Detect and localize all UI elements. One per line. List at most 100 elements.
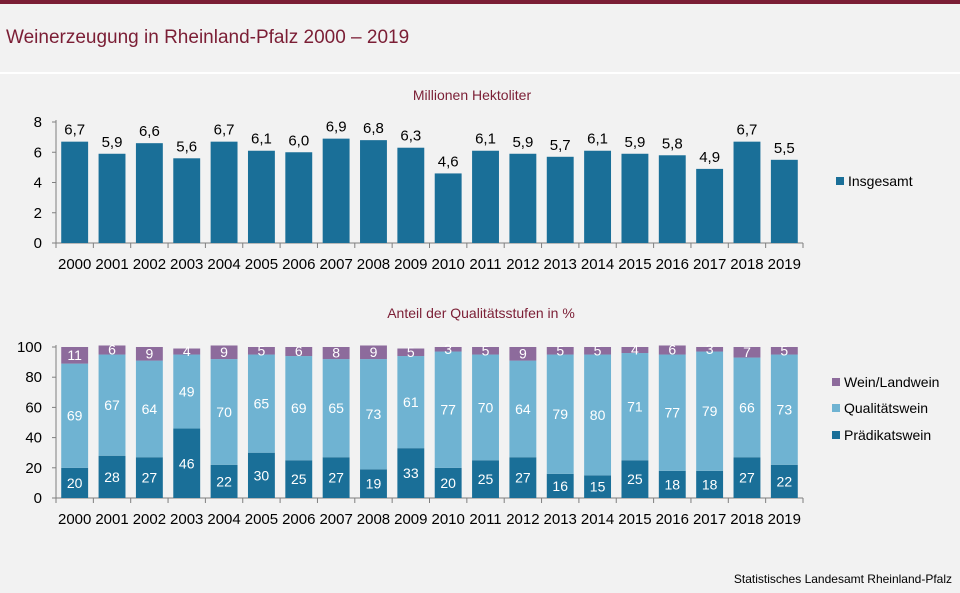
segment-praedikatswein xyxy=(770,464,798,498)
segment-praedikatswein xyxy=(210,464,238,498)
x-tick-label: 2016 xyxy=(656,256,689,273)
segment-value-praedikatswein: 20 xyxy=(440,475,456,491)
segment-wein-landwein xyxy=(584,347,612,355)
segment-qualitaetswein xyxy=(770,354,798,465)
segment-qualitaetswein xyxy=(98,354,126,456)
x-tick-label: 2009 xyxy=(394,256,427,273)
segment-wein-landwein xyxy=(509,347,537,361)
x-tick-label: 2008 xyxy=(357,511,390,528)
segment-wein-landwein xyxy=(546,347,574,355)
segment-wein-landwein xyxy=(135,347,163,361)
segment-value-qualitaetswein: 67 xyxy=(104,397,120,413)
x-tick-label: 2011 xyxy=(469,256,501,273)
segment-qualitaetswein xyxy=(360,359,387,470)
x-tick-label: 2019 xyxy=(768,256,801,273)
bar-data-label: 5,9 xyxy=(102,134,123,151)
segment-value-praedikatswein: 28 xyxy=(104,469,120,485)
segment-value-wein-landwein: 7 xyxy=(743,344,751,360)
x-tick-label: 2009 xyxy=(394,511,427,528)
segment-value-wein-landwein: 9 xyxy=(220,344,228,360)
segment-praedikatswein xyxy=(584,475,612,498)
bar-insgesamt xyxy=(434,173,462,243)
segment-qualitaetswein xyxy=(135,360,163,458)
segment-qualitaetswein xyxy=(621,353,649,461)
segment-value-qualitaetswein: 64 xyxy=(515,401,531,417)
bar-insgesamt xyxy=(397,147,425,243)
x-tick-label: 2010 xyxy=(431,256,464,273)
segment-value-wein-landwein: 5 xyxy=(407,344,415,360)
page-title: Weinerzeugung in Rheinland-Pfalz 2000 – … xyxy=(6,27,410,48)
x-tick-label: 2013 xyxy=(544,256,577,273)
segment-value-wein-landwein: 4 xyxy=(183,343,191,359)
segment-value-qualitaetswein: 77 xyxy=(440,402,456,418)
bar-insgesamt xyxy=(621,153,649,243)
bar-insgesamt xyxy=(285,152,313,243)
bar-insgesamt xyxy=(135,143,163,243)
segment-qualitaetswein xyxy=(696,351,724,471)
x-tick-label: 2008 xyxy=(357,256,390,273)
bar-insgesamt xyxy=(658,155,686,243)
y-tick-label: 6 xyxy=(34,144,42,161)
segment-wein-landwein xyxy=(360,345,387,360)
segment-value-qualitaetswein: 79 xyxy=(702,403,718,419)
segment-value-praedikatswein: 20 xyxy=(67,475,83,491)
segment-value-wein-landwein: 5 xyxy=(482,342,490,358)
segment-value-wein-landwein: 9 xyxy=(519,345,527,361)
segment-qualitaetswein xyxy=(584,354,612,476)
segment-wein-landwein xyxy=(658,345,686,355)
segment-value-wein-landwein: 11 xyxy=(67,347,82,363)
segment-wein-landwein xyxy=(173,348,201,355)
x-tick-label: 2018 xyxy=(730,256,763,273)
segment-praedikatswein xyxy=(397,448,425,498)
segment-praedikatswein xyxy=(61,467,89,498)
legend-label-insgesamt: Insgesamt xyxy=(848,173,913,189)
segment-qualitaetswein xyxy=(210,359,238,465)
x-tick-label: 2003 xyxy=(170,511,203,528)
segment-value-praedikatswein: 30 xyxy=(254,467,270,483)
segment-wein-landwein xyxy=(247,347,275,355)
x-tick-label: 2007 xyxy=(319,256,352,273)
segment-praedikatswein xyxy=(360,469,387,498)
x-tick-label: 2000 xyxy=(58,511,91,528)
segment-value-qualitaetswein: 61 xyxy=(403,394,419,410)
bar-insgesamt xyxy=(173,158,201,243)
segment-value-wein-landwein: 9 xyxy=(145,345,153,361)
bar-insgesamt xyxy=(210,141,238,243)
segment-value-qualitaetswein: 49 xyxy=(179,384,195,400)
segment-wein-landwein xyxy=(397,348,425,357)
segment-praedikatswein xyxy=(658,470,686,498)
segment-wein-landwein xyxy=(61,347,89,364)
x-tick-label: 2010 xyxy=(431,511,464,528)
segment-value-wein-landwein: 8 xyxy=(332,345,340,361)
y-tick-label: 80 xyxy=(25,369,42,386)
legend-label-praedikatswein: Prädikatswein xyxy=(844,427,931,443)
legend-label-qualitaetswein: Qualitätswein xyxy=(844,400,928,416)
bar-insgesamt xyxy=(696,168,724,243)
segment-qualitaetswein xyxy=(247,354,275,453)
segment-praedikatswein xyxy=(472,460,499,498)
y-tick-label: 2 xyxy=(34,205,42,222)
bar-insgesamt xyxy=(472,150,499,243)
x-tick-label: 2016 xyxy=(656,511,689,528)
bar-insgesamt xyxy=(546,156,574,243)
segment-praedikatswein xyxy=(285,460,313,498)
segment-value-wein-landwein: 3 xyxy=(706,341,714,357)
segment-value-qualitaetswein: 64 xyxy=(142,401,158,417)
x-tick-label: 2001 xyxy=(95,256,128,273)
y-tick-label: 40 xyxy=(25,430,42,447)
segment-value-praedikatswein: 27 xyxy=(328,470,344,486)
segment-praedikatswein xyxy=(173,428,201,498)
segment-value-wein-landwein: 6 xyxy=(295,343,303,359)
segment-value-wein-landwein: 5 xyxy=(594,342,602,358)
segment-praedikatswein xyxy=(546,473,574,498)
chart-title: Millionen Hektoliter xyxy=(413,87,532,103)
bar-data-label: 6,1 xyxy=(475,131,496,148)
x-tick-label: 2007 xyxy=(319,511,352,528)
segment-value-qualitaetswein: 69 xyxy=(291,400,307,416)
segment-praedikatswein xyxy=(434,467,462,498)
bar-data-label: 4,6 xyxy=(438,153,459,170)
x-tick-label: 2005 xyxy=(245,511,278,528)
bar-data-label: 6,0 xyxy=(288,132,309,149)
segment-value-praedikatswein: 19 xyxy=(366,476,382,492)
